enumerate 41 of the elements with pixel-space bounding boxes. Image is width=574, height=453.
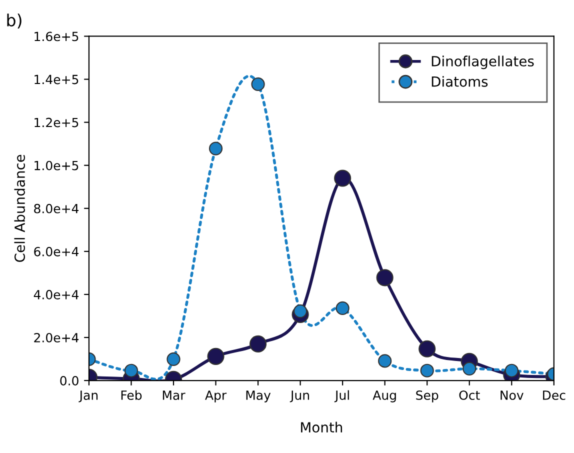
x-tick-label: Apr bbox=[205, 390, 227, 402]
point bbox=[207, 348, 224, 365]
x-tick-label: Dec bbox=[543, 390, 566, 400]
y-tick-label: 0.0 bbox=[60, 376, 78, 386]
y-tick-label: 8.0e+4 bbox=[34, 204, 79, 214]
point bbox=[418, 340, 436, 358]
point bbox=[124, 364, 138, 378]
point bbox=[334, 170, 352, 187]
y-tick-label: 1.4e+5 bbox=[34, 74, 78, 84]
x-tick-label: Feb bbox=[121, 390, 142, 400]
x-tick-label: Oct bbox=[459, 390, 480, 400]
x-tick-label: Aug bbox=[372, 390, 396, 402]
y-axis-title: Cell Abundance bbox=[14, 154, 26, 262]
y-tick-label: 6.0e+4 bbox=[34, 246, 79, 256]
point bbox=[208, 142, 223, 156]
point bbox=[294, 304, 308, 318]
y-tick-label: 4.0e+4 bbox=[34, 290, 79, 300]
point bbox=[166, 352, 180, 366]
point bbox=[420, 364, 434, 378]
y-tick-label: 1.6e+5 bbox=[34, 32, 78, 42]
y-tick-label: 1.2e+5 bbox=[34, 118, 78, 128]
point bbox=[251, 77, 265, 92]
y-tick-label: 2.0e+4 bbox=[34, 332, 79, 342]
x-tick-label: Sep bbox=[416, 390, 438, 402]
point bbox=[504, 364, 518, 378]
x-tick-label: Jan bbox=[78, 390, 98, 402]
legend-label: Dinoflagellates bbox=[432, 56, 534, 70]
x-tick-label: Mar bbox=[162, 390, 186, 400]
x-tick-label: Jul bbox=[334, 390, 349, 402]
point bbox=[376, 269, 394, 286]
point bbox=[336, 301, 350, 316]
y-tick-label: 1.0e+5 bbox=[34, 160, 78, 170]
point bbox=[462, 362, 476, 376]
point bbox=[378, 354, 392, 368]
x-tick-label: Nov bbox=[500, 390, 524, 400]
x-tick-label: May bbox=[246, 390, 271, 402]
point bbox=[250, 335, 267, 352]
x-tick-label: Jun bbox=[290, 390, 310, 402]
x-axis-title: Month bbox=[301, 422, 342, 433]
chart-title: b) bbox=[7, 14, 22, 28]
legend-label: Diatoms bbox=[432, 76, 488, 87]
